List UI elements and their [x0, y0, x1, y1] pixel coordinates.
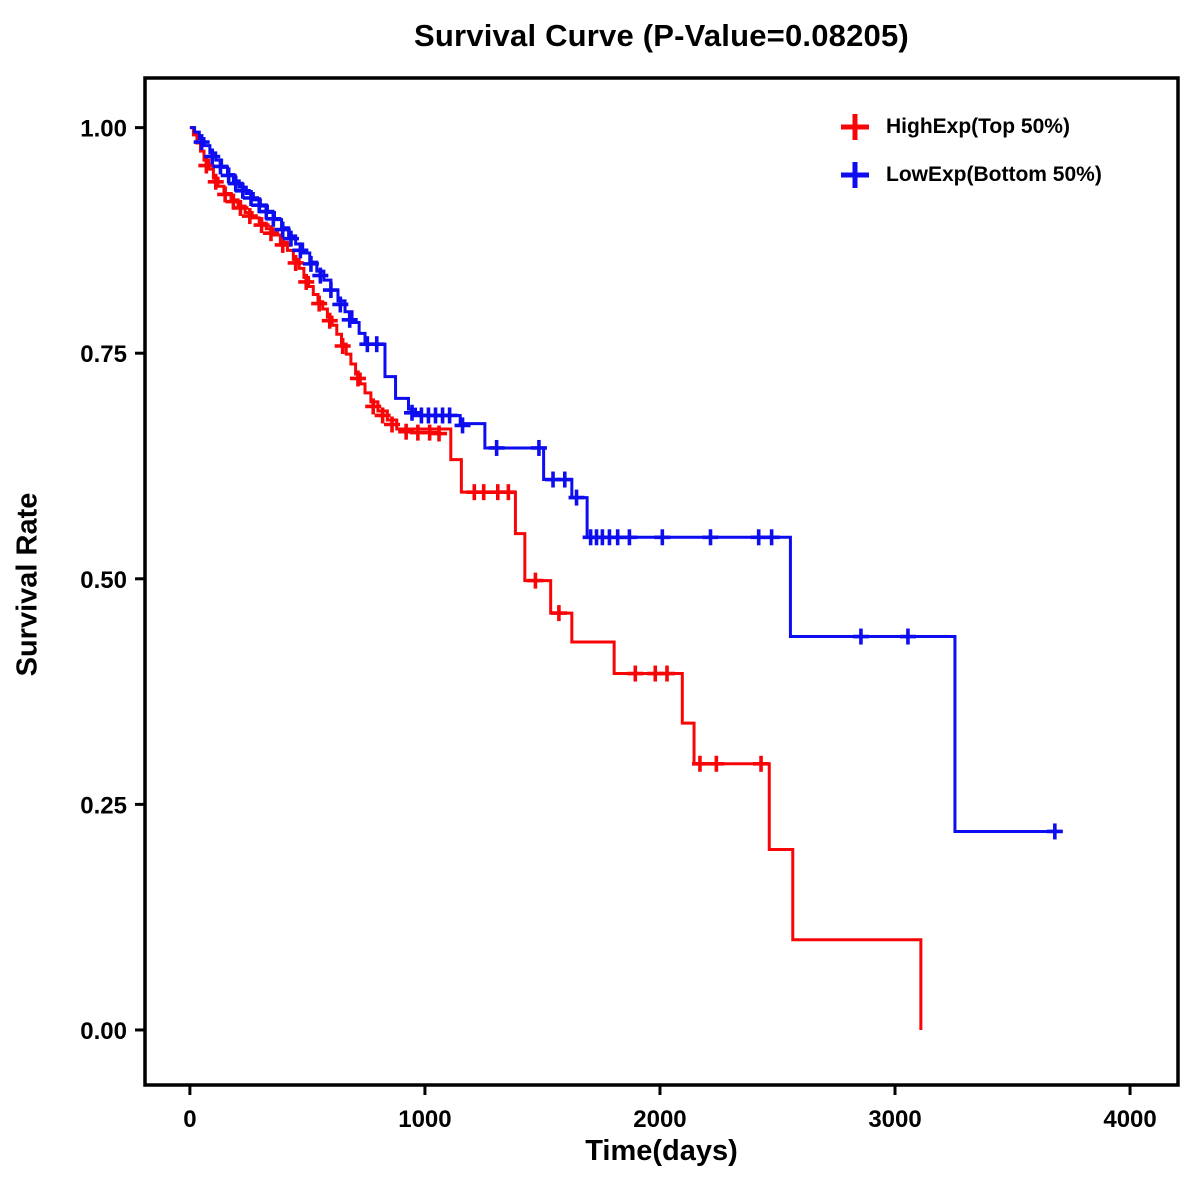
x-tick-label: 0: [183, 1106, 196, 1133]
y-tick-label: 0.25: [80, 792, 127, 819]
y-tick-label: 1.00: [80, 116, 127, 143]
x-tick-label: 4000: [1103, 1106, 1156, 1133]
series-highexp: [189, 126, 923, 1030]
x-tick-label: 1000: [398, 1106, 451, 1133]
x-tick-label: 3000: [868, 1106, 921, 1133]
chart-title: Survival Curve (P-Value=0.08205): [414, 18, 909, 53]
y-axis-title: Survival Rate: [11, 492, 44, 677]
y-tick-label: 0.75: [80, 341, 127, 368]
y-tick-label: 0.50: [80, 567, 127, 594]
lowexp-plus-icon: [841, 162, 869, 188]
legend: HighExp(Top 50%) LowExp(Bottom 50%): [838, 112, 1102, 190]
x-tick-label: 2000: [633, 1106, 686, 1133]
legend-label-lowexp: LowExp(Bottom 50%): [886, 163, 1102, 186]
legend-entry-lowexp: LowExp(Bottom 50%): [838, 160, 1102, 190]
legend-entry-highexp: HighExp(Top 50%): [838, 112, 1102, 142]
highexp-plus-icon: [841, 114, 869, 140]
survival-step-curve: [189, 126, 1060, 833]
plot-border: [143, 76, 1180, 1087]
series-lowexp: [189, 126, 1063, 840]
legend-label-highexp: HighExp(Top 50%): [886, 115, 1070, 138]
x-axis-title: Time(days): [585, 1135, 738, 1167]
y-tick-label: 0.00: [80, 1018, 127, 1045]
